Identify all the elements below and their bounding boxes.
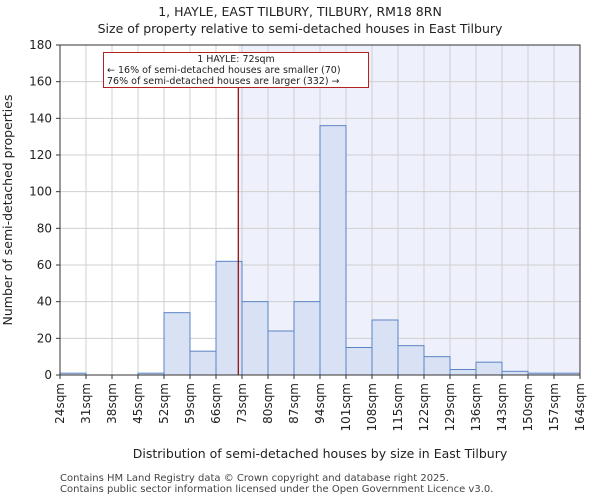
footer-licence: Contains public sector information licen… [60,484,494,495]
annotation-larger: 76% of semi-detached houses are larger (… [107,76,340,87]
chart-title: Size of property relative to semi-detach… [97,21,503,36]
y-tick-label: 180 [29,38,52,52]
x-tick-label: 38sqm [105,383,119,424]
x-tick-label: 108sqm [365,383,379,431]
x-tick-label: 94sqm [313,383,327,424]
highlight-region [238,45,581,375]
x-tick-label: 31sqm [79,383,93,424]
y-tick-label: 100 [29,185,52,199]
x-tick-label: 80sqm [261,383,275,424]
x-tick-label: 115sqm [391,383,405,431]
bar [345,347,373,376]
x-tick-label: 45sqm [131,383,145,424]
x-tick-label: 52sqm [157,383,171,424]
y-tick-label: 120 [29,148,52,162]
y-tick-label: 140 [29,111,52,125]
y-tick-label: 40 [37,295,52,309]
footer-copyright: Contains HM Land Registry data © Crown c… [60,473,449,484]
bar [241,301,269,376]
bar [293,301,321,376]
bar [475,361,503,376]
bar [449,369,477,376]
annotation-title: 1 HAYLE: 72sqm [197,54,275,65]
annotation-smaller: ← 16% of semi-detached houses are smalle… [107,65,341,76]
x-tick-labels: 24sqm 31sqm 38sqm 45sqm 52sqm 59sqm 66sqm 73sqm… [53,375,587,431]
x-tick-label: 157sqm [547,383,561,431]
bar [319,125,347,376]
x-tick-label: 150sqm [521,383,535,431]
histogram-chart: 0 20 40 60 80 100 120 140 160 180 24sqm 31sqm 38sqm… [0,38,587,461]
y-axis-label: Number of semi-detached properties [0,95,15,326]
bar [267,330,295,376]
x-tick-label: 87sqm [287,383,301,424]
x-tick-label: 73sqm [235,383,249,424]
x-tick-label: 66sqm [209,383,223,424]
grid-lines [59,44,581,376]
x-tick-label: 143sqm [495,383,509,431]
x-tick-label: 59sqm [183,383,197,424]
x-tick-label: 129sqm [443,383,457,431]
bars [59,125,581,376]
y-tick-labels: 0 20 40 60 80 100 120 140 160 180 [29,38,60,382]
y-tick-label: 0 [44,368,52,382]
annotation-box: 1 HAYLE: 72sqm ← 16% of semi-detached ho… [103,52,369,88]
bar [163,312,191,376]
y-tick-label: 20 [37,331,52,345]
y-tick-label: 60 [37,258,52,272]
chart-title-address: 1, HAYLE, EAST TILBURY, TILBURY, RM18 8R… [158,4,442,19]
y-tick-label: 160 [29,75,52,89]
x-tick-label: 122sqm [417,383,431,431]
x-tick-label: 24sqm [53,383,67,424]
y-tick-label: 80 [37,221,52,235]
bar [501,370,529,376]
bar [423,356,451,376]
x-axis-label: Distribution of semi-detached houses by … [133,446,508,461]
x-tick-label: 101sqm [339,383,353,431]
x-tick-label: 164sqm [573,383,587,431]
bar [397,345,425,376]
x-tick-label: 136sqm [469,383,483,431]
bar [189,350,217,376]
bar [371,319,399,376]
